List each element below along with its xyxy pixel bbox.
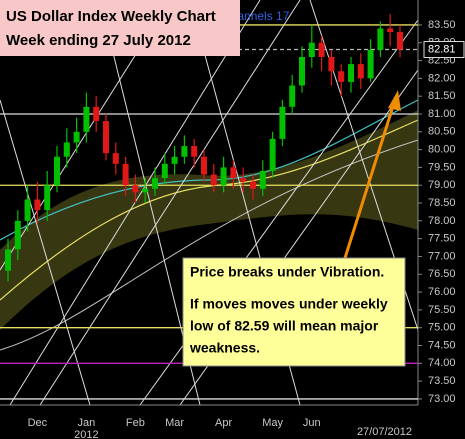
x-tick-label: May — [262, 417, 283, 429]
candle-body — [338, 71, 345, 82]
x-tick-label: Jan — [78, 417, 96, 429]
candle-body — [132, 185, 139, 193]
candle-body — [122, 163, 129, 186]
candle-body — [318, 42, 325, 57]
y-tick-label: 82.00 — [428, 72, 456, 84]
y-tick-label: 80.00 — [428, 144, 456, 156]
candle-body — [259, 170, 266, 189]
arrow-head — [388, 90, 401, 111]
chart-subtitle: Week ending 27 July 2012 — [6, 32, 191, 49]
candle-body — [377, 28, 384, 50]
y-tick-label: 75.00 — [428, 322, 456, 334]
y-tick-label: 78.50 — [428, 197, 456, 209]
y-tick-label: 83.50 — [428, 19, 456, 31]
x-tick-label: Jun — [303, 417, 321, 429]
y-tick-label: 76.50 — [428, 268, 456, 280]
candle-body — [83, 106, 90, 132]
candle-body — [152, 178, 158, 189]
chart-title: US Dollar Index Weekly Chart — [6, 8, 216, 25]
y-tick-label: 73.00 — [428, 393, 456, 405]
candle-body — [24, 199, 31, 221]
x-tick-label: Feb — [126, 417, 145, 429]
y-tick-label: 81.00 — [428, 108, 456, 120]
candle-body — [250, 181, 256, 189]
candle-body — [14, 220, 21, 250]
arrow — [343, 99, 397, 259]
y-tick-label: 78.00 — [428, 215, 456, 227]
y-tick-label: 79.50 — [428, 161, 456, 173]
candle-body — [348, 64, 354, 82]
y-tick-label: 74.00 — [428, 357, 456, 369]
y-tick-label: 77.00 — [428, 250, 456, 262]
annotation-text: weakness. — [189, 340, 260, 356]
candle-body — [357, 64, 364, 79]
y-tick-label: 77.50 — [428, 233, 456, 245]
candle-body — [397, 32, 403, 50]
annotation-text: Price breaks under Vibration. — [190, 264, 384, 280]
candle-body — [240, 178, 247, 182]
candle-body — [289, 85, 296, 107]
candle-body — [181, 146, 188, 157]
candle-body — [93, 106, 100, 122]
last-price: 82.81 — [428, 43, 456, 55]
candle-body — [34, 199, 41, 211]
candle-body — [201, 156, 207, 175]
y-tick-label: 74.50 — [428, 339, 456, 351]
candle-body — [73, 131, 80, 143]
year-label: 2012 — [74, 429, 98, 439]
candle-body — [210, 174, 217, 186]
date-label: 27/07/2012 — [357, 426, 412, 438]
y-tick-label: 75.50 — [428, 304, 456, 316]
y-tick-label: 80.50 — [428, 126, 456, 138]
x-tick-label: Dec — [28, 417, 48, 429]
annotation: Price breaks under Vibration. If moves mo… — [189, 264, 388, 356]
candle-body — [299, 56, 305, 86]
x-tick-label: Mar — [165, 417, 184, 429]
annotation-text: low of 82.59 will mean major — [190, 318, 379, 334]
candle-body — [269, 138, 276, 171]
annotation-box — [182, 257, 406, 367]
candle-body — [308, 42, 315, 57]
candle-body — [44, 185, 51, 211]
candle-body — [5, 249, 11, 271]
candle-body — [230, 167, 237, 179]
candle-body — [367, 49, 374, 79]
candle-body — [54, 156, 60, 186]
last-price-box — [423, 41, 465, 59]
candle-body — [387, 28, 394, 33]
candle-body — [171, 156, 178, 164]
candle-body — [112, 153, 119, 164]
y-tick-label: 73.50 — [428, 375, 456, 387]
candle-body — [142, 188, 149, 193]
annotation-text: If moves moves under weekly — [190, 296, 388, 312]
candle-body — [103, 121, 109, 154]
y-tick-label: 81.50 — [428, 90, 456, 102]
candle-body — [220, 167, 227, 186]
y-tick-label: 76.00 — [428, 286, 456, 298]
y-tick-label: 79.00 — [428, 179, 456, 191]
candle-body — [328, 56, 335, 72]
x-tick-label: Apr — [215, 417, 232, 429]
candle-body — [191, 146, 198, 157]
candle-body — [161, 163, 168, 179]
candle-body — [279, 106, 286, 139]
candle-body — [63, 142, 70, 157]
title-box — [0, 0, 240, 56]
